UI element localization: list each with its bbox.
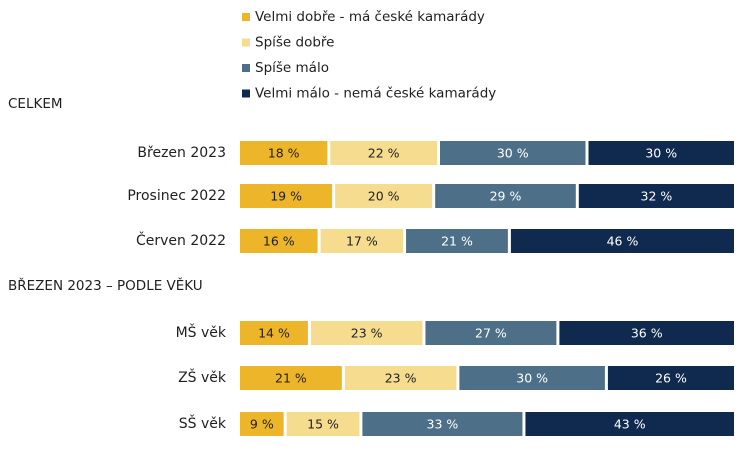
bar-segment (240, 229, 318, 253)
data-label: 16 % (263, 234, 295, 249)
bar-segment (330, 141, 437, 165)
data-label: 30 % (516, 371, 548, 386)
data-label: 17 % (346, 234, 378, 249)
data-label: 43 % (614, 417, 646, 432)
data-label: 14 % (258, 326, 290, 341)
bar-segment (425, 321, 557, 345)
legend-swatch (242, 13, 250, 21)
data-label: 22 % (368, 146, 400, 161)
bar-segment (435, 184, 576, 208)
data-label: 30 % (497, 146, 529, 161)
legend-label: Velmi dobře - má české kamarády (255, 9, 485, 25)
bar-segment (344, 366, 457, 390)
legend-swatch (242, 89, 250, 98)
data-label: 18 % (268, 146, 300, 161)
bar-segment (525, 412, 734, 436)
group-title: BŘEZEN 2023 – PODLE VĚKU (8, 277, 203, 294)
bar-segment (362, 412, 523, 436)
group-title: CELKEM (8, 96, 63, 112)
bar-segment (310, 321, 423, 345)
data-label: 21 % (275, 371, 307, 386)
bar-segment (240, 412, 284, 436)
data-label: 15 % (307, 417, 339, 432)
data-label: 20 % (368, 189, 400, 204)
bar-segment (578, 184, 734, 208)
row-label: Prosinec 2022 (127, 188, 226, 204)
data-label: 26 % (655, 371, 687, 386)
data-label: 21 % (441, 234, 473, 249)
data-label: 9 % (250, 417, 274, 432)
data-label: 23 % (385, 371, 417, 386)
bar-segment (240, 184, 333, 208)
row-label: MŠ věk (176, 323, 227, 341)
bar-segment (406, 229, 508, 253)
bar-segment (286, 412, 360, 436)
bar-segment (607, 366, 734, 390)
row-label: ZŠ věk (178, 368, 227, 386)
bar-segment (459, 366, 605, 390)
data-label: 30 % (645, 146, 677, 161)
data-label: 32 % (641, 189, 673, 204)
bar-segment (240, 321, 308, 345)
data-label: 33 % (427, 417, 459, 432)
data-label: 19 % (270, 189, 302, 204)
legend-label: Spíše málo (255, 60, 329, 76)
row-label: SŠ věk (179, 414, 227, 432)
bar-segment (240, 141, 328, 165)
bar-segment (559, 321, 734, 345)
data-label: 27 % (475, 326, 507, 341)
legend-swatch (242, 64, 250, 72)
bar-segment (510, 229, 734, 253)
legend-label: Spíše dobře (255, 35, 334, 51)
data-label: 36 % (631, 326, 663, 341)
bar-segment (240, 366, 342, 390)
row-label: Červen 2022 (136, 231, 226, 249)
legend-swatch (242, 38, 250, 47)
row-label: Březen 2023 (137, 145, 226, 161)
bar-segment (588, 141, 734, 165)
bar-segment (440, 141, 586, 165)
bar-segment (335, 184, 433, 208)
bar-segment (320, 229, 404, 253)
legend-label: Velmi málo - nemá české kamarády (255, 86, 496, 102)
data-label: 23 % (351, 326, 383, 341)
data-label: 46 % (607, 234, 639, 249)
data-label: 29 % (490, 189, 522, 204)
